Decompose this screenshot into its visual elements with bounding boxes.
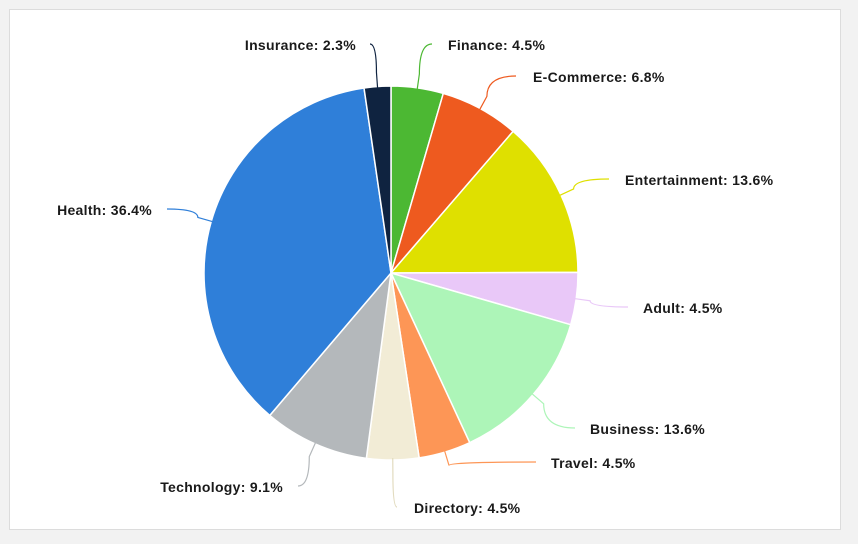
leader-lines <box>166 43 629 508</box>
leader-line-business <box>531 392 576 429</box>
slice-label-entertainment: Entertainment: 13.6% <box>625 172 774 188</box>
leader-line-health <box>166 208 214 223</box>
slice-label-insurance: Insurance: 2.3% <box>245 37 356 53</box>
slice-label-adult: Adult: 4.5% <box>643 300 723 316</box>
pie-slices <box>203 85 579 461</box>
slice-label-travel: Travel: 4.5% <box>551 455 636 471</box>
slice-label-e-commerce: E-Commerce: 6.8% <box>533 69 665 85</box>
leader-line-entertainment <box>558 178 610 197</box>
leader-line-directory <box>392 457 398 508</box>
slice-label-directory: Directory: 4.5% <box>414 500 521 516</box>
slice-label-technology: Technology: 9.1% <box>160 479 283 495</box>
leader-line-travel <box>443 449 537 467</box>
slice-label-business: Business: 13.6% <box>590 421 705 437</box>
leader-line-e-commerce <box>478 75 517 111</box>
leader-line-adult <box>574 297 629 308</box>
slice-labels: Finance: 4.5% E-Commerce: 6.8% Entertainme… <box>57 37 774 516</box>
slice-label-health: Health: 36.4% <box>57 202 152 218</box>
leader-line-technology <box>297 441 317 487</box>
leader-line-finance <box>416 43 433 90</box>
slice-label-finance: Finance: 4.5% <box>448 37 546 53</box>
leader-line-insurance <box>369 43 379 89</box>
